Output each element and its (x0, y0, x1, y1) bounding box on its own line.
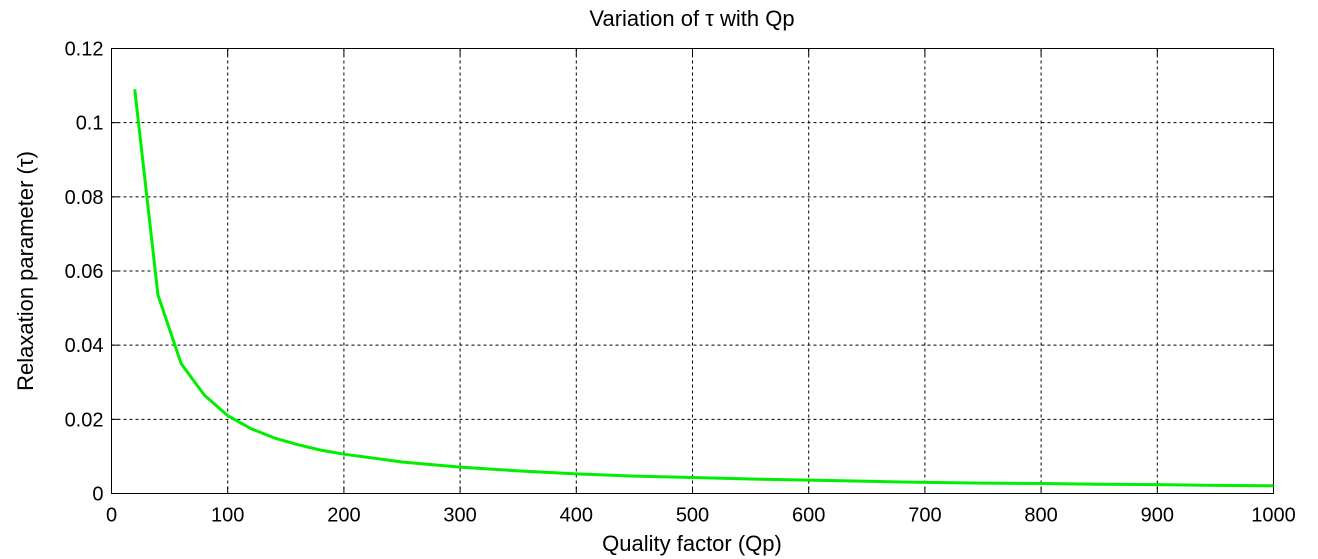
x-tick-label: 1000 (1251, 505, 1296, 527)
y-tick-label: 0.12 (65, 39, 104, 61)
x-tick-label: 200 (327, 505, 360, 527)
x-tick-label: 900 (1141, 505, 1174, 527)
x-tick-label: 400 (560, 505, 593, 527)
x-tick-label: 500 (676, 505, 709, 527)
y-axis-title: Relaxation parameter (τ) (13, 151, 38, 391)
y-tick-label: 0.06 (65, 261, 104, 283)
y-tick-label: 0.08 (65, 187, 104, 209)
x-tick-label: 0 (106, 505, 117, 527)
axis-ticks: 0 100 200 300 400 500 600 700 800 900 1000 0 0.02 0.0… (65, 39, 1296, 527)
chart-title: Variation of τ with Qp (589, 6, 794, 31)
x-tick-label: 600 (792, 505, 825, 527)
y-tick-label: 0 (92, 484, 103, 506)
series-line (133, 89, 1274, 488)
x-tick-label: 700 (908, 505, 941, 527)
x-tick-label: 800 (1024, 505, 1057, 527)
x-tick-label: 100 (211, 505, 244, 527)
x-axis-title: Quality factor (Qp) (602, 531, 782, 556)
series-layer (133, 89, 1274, 488)
grid (111, 48, 1274, 494)
y-tick-label: 0.04 (65, 335, 104, 357)
x-tick-label: 300 (443, 505, 476, 527)
y-tick-label: 0.1 (76, 113, 104, 135)
y-tick-label: 0.02 (65, 409, 104, 431)
